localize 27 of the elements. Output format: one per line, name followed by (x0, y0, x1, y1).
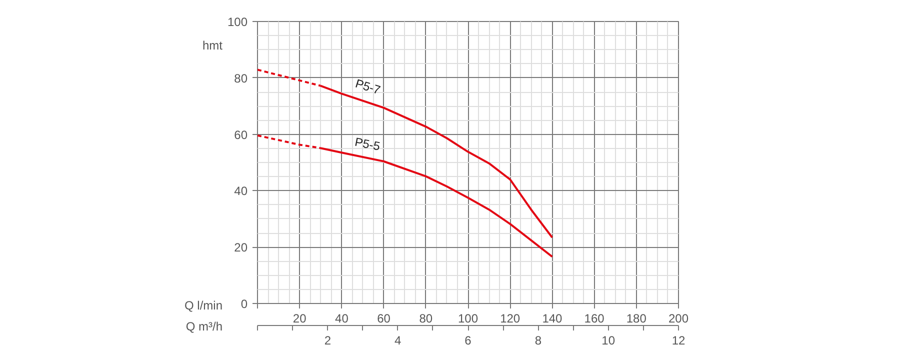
x-tick-label: 80 (419, 312, 433, 326)
y-axis-title: hmt (202, 38, 224, 52)
x-tick-label: 200 (668, 312, 689, 326)
x-tick-label: 40 (335, 312, 349, 326)
x-tick-label: 140 (542, 312, 563, 326)
y-tick-label: 40 (234, 184, 248, 198)
x2-tick-label: 4 (394, 334, 402, 347)
y-tick-label: 0 (240, 297, 248, 311)
x-tick-label: 120 (500, 312, 520, 326)
x-tick-label: 160 (584, 312, 605, 326)
x-tick-label: 60 (377, 312, 391, 326)
y-tick-label: 20 (234, 240, 248, 255)
y-tick-label: 100 (227, 15, 248, 29)
x2-tick-label: 10 (602, 334, 616, 347)
x-tick-label: 100 (458, 312, 478, 326)
text: P5-7 (354, 76, 382, 98)
x2-tick-label: 12 (672, 334, 686, 347)
x2-tick-label: 8 (534, 334, 542, 347)
y-tick-label: 80 (234, 71, 248, 86)
x2-axis-title: Q m³/h (186, 320, 223, 334)
x-tick-label: 180 (626, 312, 647, 326)
y-tick-label: 60 (234, 128, 248, 142)
text: P5-5 (354, 134, 382, 154)
x-axis-title: Q l/min (184, 298, 223, 312)
x2-tick-label: 6 (464, 334, 472, 347)
x2-tick-label: 2 (324, 334, 332, 347)
x-tick-label: 20 (292, 312, 307, 326)
